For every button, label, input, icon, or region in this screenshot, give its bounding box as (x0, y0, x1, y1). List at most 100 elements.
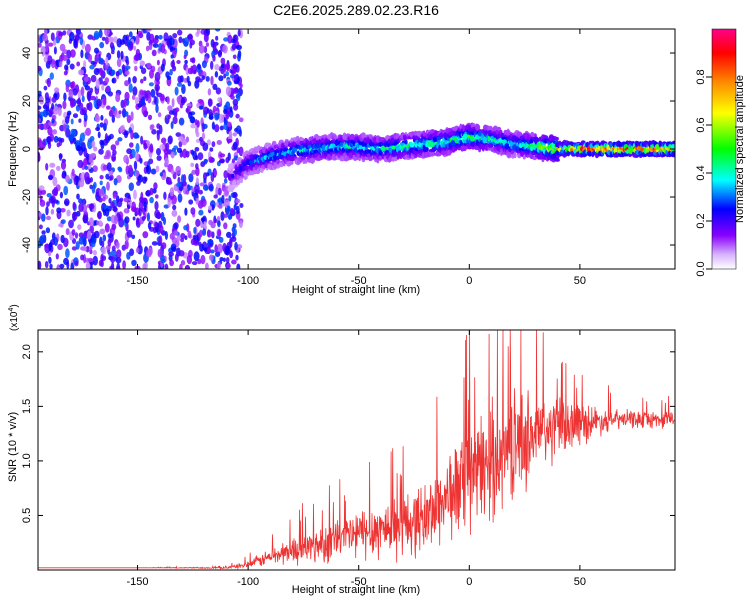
noise-cell (60, 208, 66, 213)
noise-cell (40, 234, 45, 245)
noise-cell (112, 105, 116, 111)
noise-cell (62, 30, 67, 36)
spectrogram-y-tick-label: 0 (21, 146, 33, 152)
noise-cell (69, 98, 75, 108)
noise-cell (123, 154, 129, 164)
noise-cell (100, 253, 104, 263)
noise-cell (79, 109, 86, 116)
noise-cell (115, 140, 120, 146)
noise-cell (123, 208, 128, 214)
noise-cell (172, 116, 178, 125)
noise-cell (159, 172, 163, 177)
noise-cell (151, 49, 157, 57)
noise-cell (156, 155, 162, 162)
noise-cell (143, 110, 149, 115)
noise-cell (212, 83, 218, 91)
noise-cell (200, 217, 206, 222)
noise-cell (90, 241, 96, 248)
colorbar-tick-label: 0.0 (695, 261, 707, 276)
noise-cell (77, 159, 84, 169)
noise-cell (87, 257, 94, 263)
noise-cell (44, 92, 50, 101)
noise-cell (69, 63, 75, 70)
noise-cell (109, 265, 114, 269)
noise-cell (116, 58, 122, 68)
noise-cell (153, 95, 157, 105)
ridge-cell (487, 143, 494, 148)
noise-cell (208, 205, 213, 211)
noise-cell (170, 151, 175, 159)
noise-cell (101, 36, 106, 41)
noise-cell (105, 173, 110, 180)
ridge-cell (410, 155, 414, 160)
noise-cell (226, 263, 231, 269)
noise-cell (99, 122, 104, 128)
noise-cell (191, 169, 197, 175)
noise-cell (186, 255, 193, 265)
noise-cell (166, 75, 172, 81)
noise-cell (135, 134, 140, 139)
noise-cell (209, 147, 214, 152)
noise-cell (174, 253, 179, 262)
noise-cell (146, 62, 152, 69)
noise-cell (178, 117, 185, 126)
noise-cell (99, 175, 104, 180)
noise-cell (205, 76, 210, 82)
noise-cell (66, 58, 71, 66)
noise-cell (126, 229, 133, 238)
noise-cell (103, 155, 108, 160)
noise-cell (41, 140, 46, 149)
noise-cell (152, 43, 159, 48)
ridge-cell (380, 145, 387, 151)
noise-cell (221, 194, 225, 204)
noise-cell (89, 135, 95, 142)
noise-cell (71, 229, 76, 236)
noise-cell (188, 173, 194, 183)
ridge-cell (431, 151, 435, 155)
ridge-cell (501, 136, 508, 141)
noise-cell (197, 99, 204, 104)
noise-cell (108, 197, 112, 204)
noise-cell (97, 131, 101, 139)
noise-cell (96, 98, 102, 107)
noise-cell (214, 71, 219, 78)
noise-cell (173, 230, 179, 236)
snr-x-tick-label: 50 (574, 576, 586, 588)
noise-cell (87, 154, 94, 164)
noise-cell (149, 187, 154, 196)
noise-cell (102, 164, 108, 171)
noise-cell (165, 142, 170, 151)
noise-cell (76, 193, 80, 200)
noise-cell (80, 254, 85, 261)
snr-x-tick-label: -50 (351, 576, 367, 588)
noise-cell (126, 115, 132, 123)
noise-cell (227, 80, 232, 86)
ridge-cell (482, 136, 488, 144)
noise-cell (116, 38, 123, 48)
snr-line (38, 330, 675, 570)
noise-cell (176, 147, 183, 153)
noise-cell (168, 251, 174, 257)
noise-cell (125, 70, 130, 76)
noise-cell (60, 137, 65, 143)
colorbar-tick-label: 0.4 (695, 165, 707, 180)
noise-cell (200, 254, 206, 265)
ridge-cell (291, 150, 295, 156)
noise-cell (124, 131, 128, 139)
noise-cell (183, 54, 187, 60)
noise-cell (145, 165, 150, 172)
noise-cell (223, 222, 228, 230)
noise-cell (119, 197, 124, 202)
noise-cell (237, 29, 241, 37)
noise-cell (127, 204, 130, 209)
noise-cell (145, 45, 150, 52)
noise-cell (205, 262, 209, 269)
noise-cell (66, 209, 71, 217)
noise-cell (44, 243, 50, 248)
noise-cell (77, 224, 82, 231)
noise-cell (225, 62, 231, 72)
noise-cell (228, 130, 233, 139)
spectrogram-x-tick-label: -150 (127, 275, 149, 287)
noise-cell (167, 105, 173, 112)
